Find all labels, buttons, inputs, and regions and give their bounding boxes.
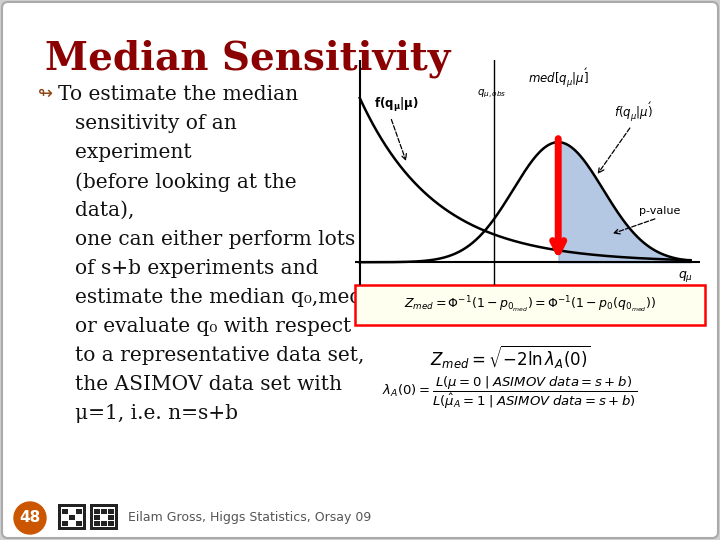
Bar: [62, 515, 68, 520]
Text: data),: data),: [75, 201, 135, 220]
Bar: [58, 504, 86, 530]
Text: Median Sensitivity: Median Sensitivity: [45, 40, 451, 78]
Text: one can either perform lots: one can either perform lots: [75, 230, 355, 249]
Text: $q_{\mu,obs}$: $q_{\mu,obs}$: [477, 88, 507, 100]
Text: sensitivity of an: sensitivity of an: [75, 114, 237, 133]
Text: 48: 48: [19, 510, 40, 525]
Text: of s+b experiments and: of s+b experiments and: [75, 259, 318, 278]
Text: p-value: p-value: [639, 206, 680, 216]
Bar: [62, 521, 68, 526]
Bar: [62, 509, 68, 514]
Bar: [90, 504, 118, 530]
Text: (before looking at the: (before looking at the: [75, 172, 297, 192]
Text: $f(q_\mu|\mu\')$: $f(q_\mu|\mu\')$: [614, 100, 653, 123]
Text: experiment: experiment: [75, 143, 192, 162]
Bar: [61, 507, 83, 527]
Text: to a representative data set,: to a representative data set,: [75, 346, 364, 365]
Bar: [108, 515, 114, 520]
Bar: [69, 509, 75, 514]
Text: $\lambda_A(0) = \dfrac{L(\mu=0\;|\;ASIMOV\;data=s+b)}{L(\hat{\mu}_A=1\;|\;ASIMOV: $\lambda_A(0) = \dfrac{L(\mu=0\;|\;ASIMO…: [382, 375, 637, 411]
Bar: [76, 515, 82, 520]
Bar: [101, 521, 107, 526]
Text: μ=1, i.e. n=s+b: μ=1, i.e. n=s+b: [75, 404, 238, 423]
Bar: [76, 509, 82, 514]
Bar: [101, 509, 107, 514]
Text: $Z_{med} = \sqrt{-2\ln\lambda_A(0)}$: $Z_{med} = \sqrt{-2\ln\lambda_A(0)}$: [430, 344, 590, 371]
Circle shape: [14, 502, 46, 534]
Bar: [76, 521, 82, 526]
Text: $\mathbf{f(q_\mu|\mu)}$: $\mathbf{f(q_\mu|\mu)}$: [374, 96, 418, 114]
Text: or evaluate q₀ with respect: or evaluate q₀ with respect: [75, 317, 351, 336]
Text: estimate the median q₀,med: estimate the median q₀,med: [75, 288, 362, 307]
Text: the ASIMOV data set with: the ASIMOV data set with: [75, 375, 342, 394]
Text: $med[q_\mu|\mu\']$: $med[q_\mu|\mu\']$: [528, 66, 589, 89]
Text: ↬: ↬: [38, 85, 53, 103]
Bar: [108, 521, 114, 526]
FancyBboxPatch shape: [355, 285, 705, 325]
Bar: [94, 509, 100, 514]
Bar: [108, 509, 114, 514]
Text: To estimate the median: To estimate the median: [58, 85, 298, 104]
Bar: [101, 515, 107, 520]
Text: Eilam Gross, Higgs Statistics, Orsay 09: Eilam Gross, Higgs Statistics, Orsay 09: [128, 511, 372, 524]
Text: $q_\mu$: $q_\mu$: [678, 268, 693, 284]
Bar: [93, 507, 115, 527]
Bar: [94, 515, 100, 520]
Bar: [94, 521, 100, 526]
Bar: [69, 521, 75, 526]
Text: $Z_{med} = \Phi^{-1}(1-p_{0_{med}}) = \Phi^{-1}(1-p_0(q_{0_{med}}))$: $Z_{med} = \Phi^{-1}(1-p_{0_{med}}) = \P…: [404, 295, 656, 315]
Bar: [69, 515, 75, 520]
